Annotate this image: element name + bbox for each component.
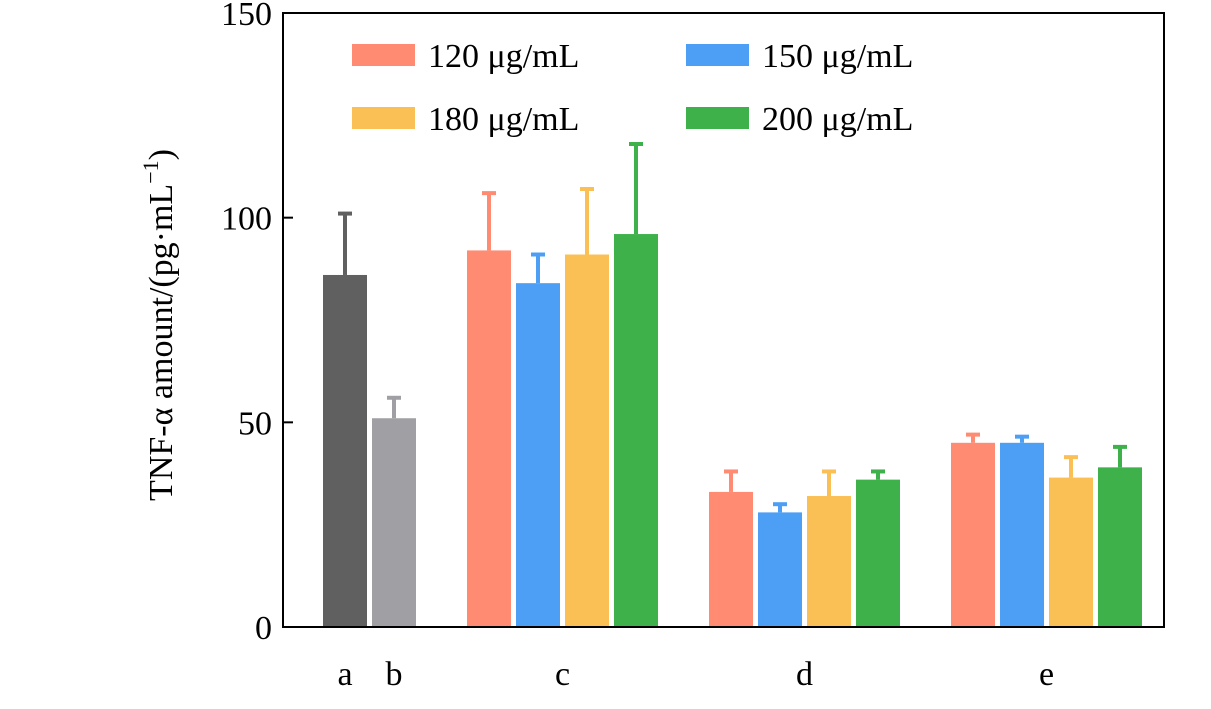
legend-swatch-1	[352, 44, 415, 66]
group-e-series-1-bar	[951, 442, 995, 627]
y-axis-title-superscript: −1	[138, 160, 163, 183]
legend-swatch-4	[686, 107, 749, 129]
legend: 120 μg/mL 150 μg/mL 180 μg/mL 200 μg/mL	[352, 38, 913, 138]
y-axis-title-main: TNF-α amount/(pg·mL	[143, 184, 180, 501]
y-tick-label-100: 100	[221, 201, 272, 238]
x-tick-label-d: d	[796, 656, 813, 693]
x-tick-label-e: e	[1039, 656, 1054, 693]
plot-frame	[282, 12, 1165, 628]
group-d-series-3-bar	[807, 496, 851, 627]
legend-swatch-3	[352, 107, 415, 129]
bars-layer	[323, 234, 1142, 628]
y-axis-title-close: )	[143, 149, 180, 160]
y-tick-label-50: 50	[238, 405, 272, 442]
control-b-bar	[372, 418, 416, 627]
group-e-series-3-bar	[1049, 477, 1093, 627]
x-tick-label-c: c	[555, 656, 570, 693]
y-tick-label-0: 0	[255, 610, 272, 647]
control-a-bar	[323, 274, 367, 627]
group-d-series-4-bar	[856, 479, 900, 627]
x-tick-label-b: b	[386, 656, 403, 693]
group-c-series-1-bar	[467, 250, 511, 627]
group-d-series-2-bar	[758, 512, 802, 627]
group-d-series-1-bar	[709, 491, 753, 627]
group-c-series-2-bar	[516, 283, 560, 627]
legend-label-2: 150 μg/mL	[762, 38, 913, 75]
legend-swatch-2	[686, 44, 749, 66]
group-e-series-4-bar	[1098, 467, 1142, 627]
legend-label-4: 200 μg/mL	[762, 101, 913, 138]
error-bars-layer	[338, 141, 1127, 513]
legend-label-3: 180 μg/mL	[428, 101, 579, 138]
x-tick-label-a: a	[337, 656, 352, 693]
y-axis: 0 50 100 150	[221, 0, 293, 647]
group-e-series-2-bar	[1000, 442, 1044, 627]
y-tick-label-150: 150	[221, 0, 272, 33]
legend-label-1: 120 μg/mL	[428, 38, 579, 75]
group-c-series-3-bar	[565, 254, 609, 628]
y-axis-title: TNF-α amount/(pg·mL−1)	[138, 149, 180, 501]
group-c-series-4-bar	[614, 234, 658, 628]
